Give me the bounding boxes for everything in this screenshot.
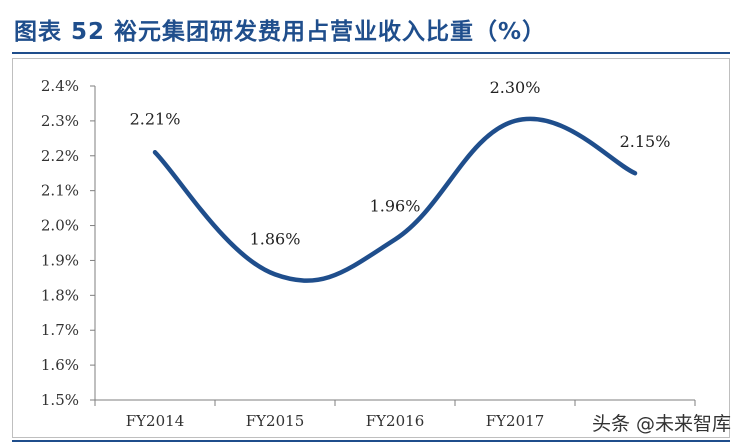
x-axis: FY2014 FY2015 FY2016 FY2017	[94, 399, 696, 430]
y-tick-label: 1.8%	[41, 286, 79, 304]
chart-frame	[12, 58, 730, 438]
x-tick-label: FY2015	[246, 412, 304, 430]
y-axis: 2.4% 2.3% 2.2% 2.1% 2.0% 1.9% 1.8% 1.7% 1.6% 1.5%	[41, 77, 96, 409]
y-tick-label: 2.0%	[41, 217, 79, 235]
chart-title: 图表 52 裕元集团研发费用占营业收入比重（%）	[14, 19, 547, 45]
data-labels: 2.21% 1.86% 1.96% 2.30% 2.15%	[130, 78, 671, 249]
x-tick-label: FY2017	[486, 412, 544, 430]
data-label: 1.86%	[250, 229, 301, 248]
y-tick-label: 1.5%	[41, 391, 79, 409]
title-divider	[12, 52, 730, 54]
y-tick-label: 1.7%	[41, 321, 79, 339]
data-label: 2.30%	[490, 78, 541, 97]
watermark: 头条 @未来智库	[592, 413, 732, 435]
y-tick-label: 2.3%	[41, 112, 79, 130]
y-tick-label: 2.4%	[41, 77, 79, 95]
data-label: 2.21%	[130, 109, 181, 128]
x-tick-label: FY2016	[366, 412, 424, 430]
data-label: 2.15%	[620, 132, 671, 151]
y-tick-label: 2.2%	[41, 147, 79, 165]
y-tick-label: 1.6%	[41, 356, 79, 374]
series	[152, 116, 638, 283]
x-tick-label: FY2014	[126, 412, 184, 430]
title-bar: 图表 52 裕元集团研发费用占营业收入比重（%）	[0, 0, 741, 52]
bottom-divider	[12, 440, 730, 442]
series-line	[152, 116, 638, 283]
data-label: 1.96%	[370, 197, 421, 216]
y-tick-label: 2.1%	[41, 182, 79, 200]
y-tick-label: 1.9%	[41, 251, 79, 269]
